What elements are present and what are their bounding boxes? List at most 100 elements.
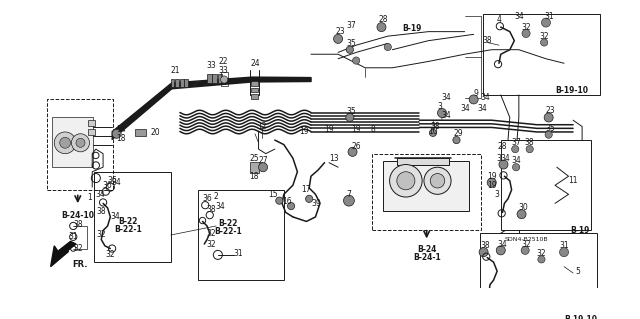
Circle shape — [511, 145, 519, 153]
Circle shape — [544, 113, 553, 122]
Text: 32: 32 — [106, 250, 115, 259]
Text: 31: 31 — [68, 232, 78, 241]
Text: B-22-1: B-22-1 — [115, 225, 142, 234]
Text: B-22: B-22 — [118, 217, 138, 226]
Text: 34: 34 — [498, 240, 508, 249]
Circle shape — [60, 137, 70, 148]
Text: 34: 34 — [514, 12, 524, 21]
Circle shape — [499, 160, 508, 169]
Text: 37: 37 — [347, 21, 356, 30]
Circle shape — [538, 256, 545, 263]
Text: 28: 28 — [378, 15, 388, 24]
Text: 4: 4 — [497, 15, 501, 24]
Text: 5: 5 — [575, 267, 580, 276]
Text: 13: 13 — [329, 154, 339, 163]
Bar — [94, 172, 171, 262]
Bar — [483, 13, 600, 95]
Text: B-24-1: B-24-1 — [413, 253, 440, 262]
Text: 24: 24 — [250, 59, 260, 68]
Circle shape — [333, 34, 342, 43]
Text: B-19-10: B-19-10 — [555, 86, 588, 95]
Circle shape — [287, 203, 294, 210]
Bar — [171, 78, 175, 87]
Text: 34: 34 — [461, 104, 470, 113]
Text: 17: 17 — [301, 185, 311, 194]
Circle shape — [344, 195, 355, 206]
Text: 7: 7 — [346, 190, 351, 199]
Text: 34: 34 — [110, 212, 120, 221]
Bar — [252, 94, 258, 99]
Text: 16: 16 — [282, 197, 291, 206]
Bar — [397, 158, 449, 165]
Text: 31: 31 — [234, 249, 243, 257]
Text: 15: 15 — [268, 190, 278, 199]
Text: 38: 38 — [483, 36, 492, 45]
Bar — [175, 78, 179, 87]
Text: 19: 19 — [324, 125, 334, 134]
Circle shape — [430, 174, 445, 188]
Circle shape — [513, 164, 520, 171]
Bar — [480, 233, 598, 319]
Text: 25: 25 — [249, 154, 259, 163]
Text: 38: 38 — [97, 207, 106, 216]
Text: 34: 34 — [112, 178, 122, 187]
Text: 38: 38 — [481, 241, 490, 250]
Text: 8: 8 — [370, 125, 375, 134]
Circle shape — [346, 46, 353, 53]
Text: 39: 39 — [312, 199, 321, 208]
Bar — [134, 129, 145, 137]
Text: 35: 35 — [347, 39, 356, 48]
Circle shape — [353, 57, 360, 64]
Text: 32: 32 — [540, 32, 549, 41]
Circle shape — [377, 23, 386, 32]
Circle shape — [453, 137, 460, 144]
Text: 32: 32 — [207, 240, 216, 249]
Circle shape — [276, 197, 283, 204]
Bar — [252, 88, 258, 92]
Text: 36: 36 — [108, 176, 117, 185]
Text: 34: 34 — [481, 93, 490, 102]
Text: 34: 34 — [95, 190, 105, 199]
Text: 31: 31 — [559, 241, 569, 250]
Polygon shape — [51, 241, 76, 267]
Bar — [207, 74, 212, 83]
Circle shape — [541, 39, 548, 46]
Circle shape — [559, 248, 568, 257]
Text: 22: 22 — [218, 57, 228, 66]
Text: 2: 2 — [214, 192, 218, 201]
Text: 21: 21 — [171, 66, 180, 75]
Bar — [252, 81, 258, 86]
Circle shape — [384, 43, 392, 51]
Circle shape — [517, 210, 526, 219]
Circle shape — [76, 138, 85, 147]
Text: 20: 20 — [150, 128, 160, 137]
Text: B-19: B-19 — [403, 25, 422, 33]
Text: 19: 19 — [351, 125, 361, 134]
Text: B-24-10: B-24-10 — [61, 211, 94, 219]
Text: 31: 31 — [545, 12, 554, 21]
Text: 33: 33 — [218, 66, 228, 75]
Text: 33: 33 — [207, 62, 216, 70]
Text: 34: 34 — [442, 93, 451, 102]
Text: 26: 26 — [351, 142, 361, 151]
Text: 32: 32 — [521, 240, 531, 249]
Circle shape — [397, 172, 415, 190]
Text: 36: 36 — [202, 194, 212, 203]
Text: 14: 14 — [116, 125, 126, 134]
Text: 34: 34 — [500, 154, 510, 163]
Text: 18: 18 — [249, 172, 259, 181]
Text: 18: 18 — [116, 134, 126, 143]
Circle shape — [54, 132, 76, 154]
Bar — [180, 78, 184, 87]
Text: 38: 38 — [525, 138, 534, 147]
Circle shape — [72, 134, 90, 152]
Text: 34: 34 — [478, 104, 488, 113]
Circle shape — [479, 248, 488, 257]
Text: 11: 11 — [568, 176, 578, 185]
Bar — [218, 74, 222, 83]
Bar — [88, 120, 95, 126]
Text: 30: 30 — [518, 204, 528, 212]
Text: 12: 12 — [257, 122, 267, 131]
Bar — [52, 117, 93, 167]
Text: B-22: B-22 — [218, 219, 237, 228]
